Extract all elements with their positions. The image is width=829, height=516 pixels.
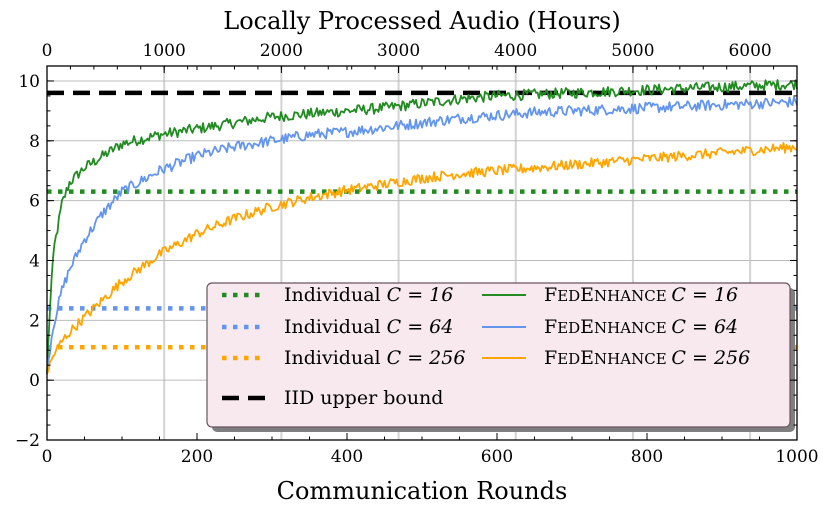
legend-label: FEDENHANCE C = 64 — [544, 316, 738, 338]
y-tick-label: 10 — [18, 72, 40, 92]
legend: Individual C = 16 Individual C = 64 Indivi… — [206, 282, 795, 432]
legend-label: FEDENHANCE C = 16 — [544, 284, 738, 306]
top-tick-label: 5000 — [611, 41, 654, 61]
top-tick-label: 6000 — [728, 41, 771, 61]
legend-label: Individual C = 16 — [284, 284, 453, 306]
y-tick-label: 6 — [29, 192, 40, 212]
x-tick-label: 600 — [481, 447, 513, 467]
y-tick-label: −2 — [15, 431, 40, 451]
top-tick-label: 3000 — [377, 41, 420, 61]
y-tick-label: 8 — [29, 132, 40, 152]
x-axis-title: Communication Rounds — [277, 477, 568, 505]
x-tick-label: 0 — [42, 447, 53, 467]
y-tick-label: 0 — [29, 371, 40, 391]
top-tick-label: 1000 — [143, 41, 186, 61]
x-tick-label: 1000 — [775, 447, 818, 467]
series-line — [46, 79, 798, 375]
y-tick-label: 4 — [29, 251, 40, 271]
series-line — [46, 96, 798, 375]
x-tick-label: 400 — [331, 447, 363, 467]
legend-label: Individual C = 256 — [284, 347, 465, 369]
series-line — [46, 141, 798, 375]
legend-label: IID upper bound — [284, 387, 443, 409]
y-tick-label: 2 — [29, 311, 40, 331]
top-tick-label: 0 — [42, 41, 53, 61]
top-axis-title: Locally Processed Audio (Hours) — [223, 7, 620, 35]
x-tick-label: 200 — [181, 447, 213, 467]
top-tick-label: 4000 — [494, 41, 537, 61]
legend-label: Individual C = 64 — [284, 316, 453, 338]
top-tick-label: 2000 — [260, 41, 303, 61]
legend-label: FEDENHANCE C = 256 — [544, 347, 750, 369]
legend-box — [206, 282, 791, 428]
x-tick-label: 800 — [631, 447, 663, 467]
